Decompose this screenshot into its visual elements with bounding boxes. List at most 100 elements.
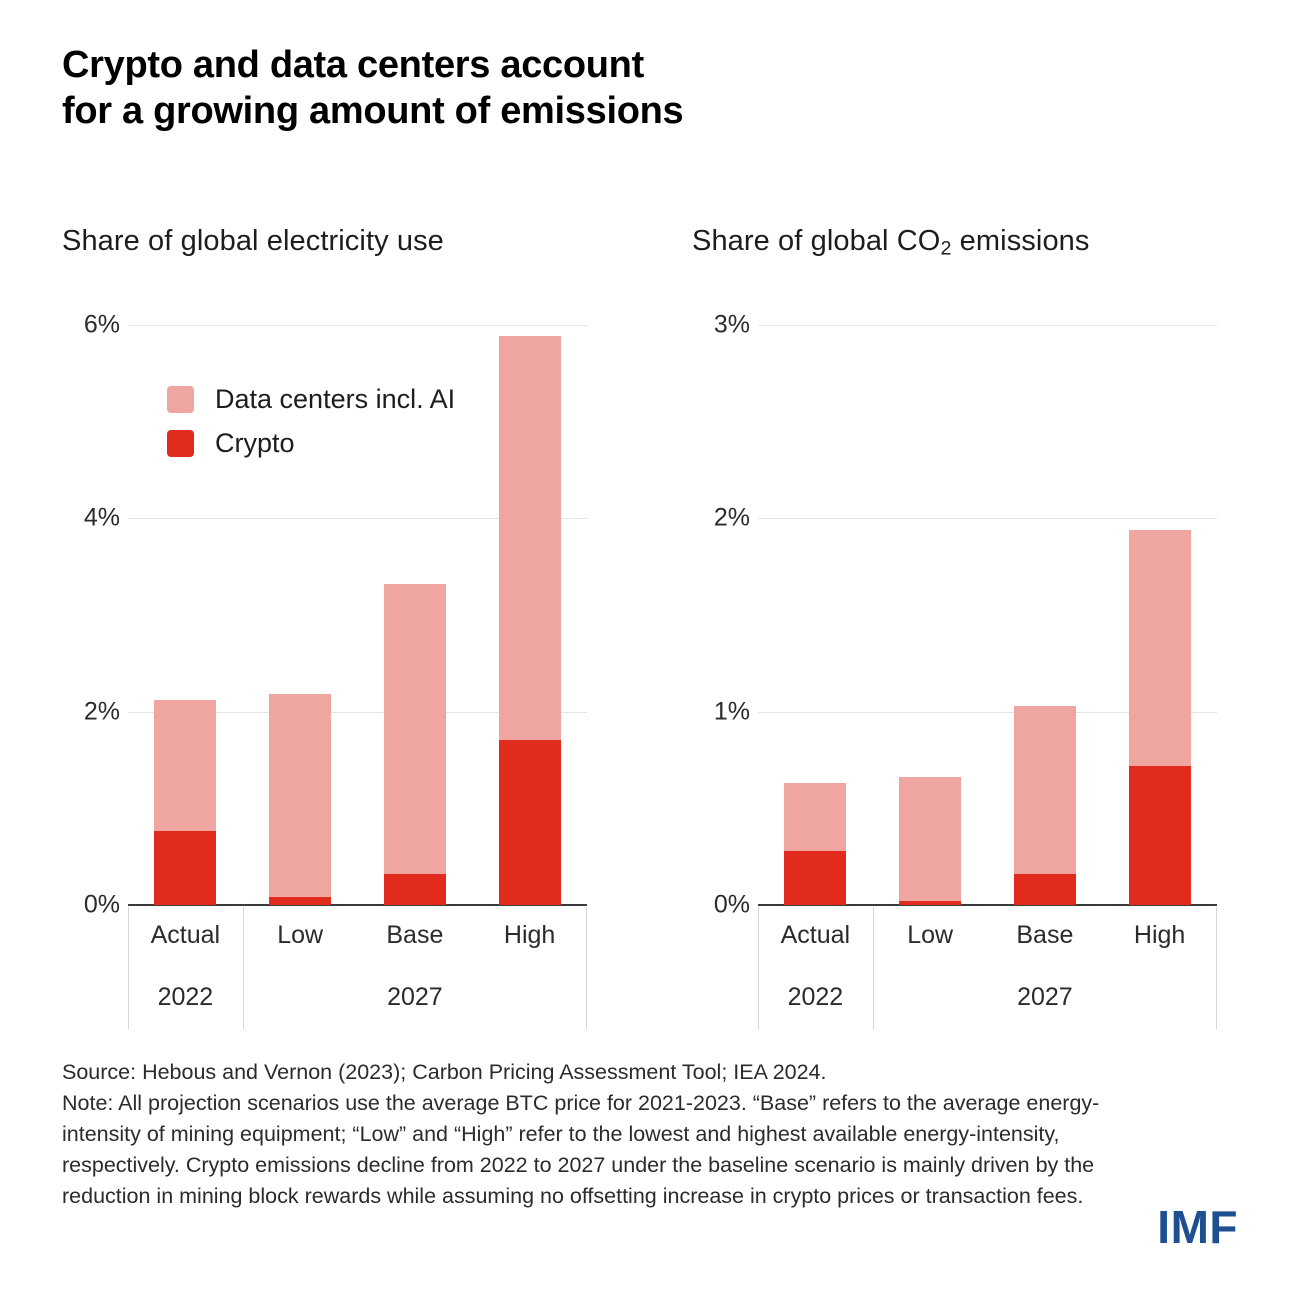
bar-segment-crypto[interactable]: [498, 739, 561, 905]
stacked-bar[interactable]: [269, 694, 332, 905]
note-text: Note: All projection scenarios use the a…: [62, 1090, 1101, 1208]
x-axis-label-low: Low: [277, 921, 324, 949]
x-axis-label-high: High: [1133, 921, 1186, 949]
stacked-bar[interactable]: [383, 584, 446, 905]
stacked-bar[interactable]: [1013, 705, 1076, 905]
bar-segment-crypto[interactable]: [154, 830, 217, 905]
y-tick-label: 4%: [83, 503, 120, 532]
x-axis-separator: [242, 907, 244, 1029]
x-axis-separator: [758, 907, 759, 1029]
bar-segment-data[interactable]: [498, 335, 561, 740]
x-axis-emissions: Actual Low Base High 2022 2027: [758, 907, 1217, 1037]
legend-label-data-centers: Data centers incl. AI: [215, 383, 456, 414]
bars-electricity: [128, 325, 587, 905]
y-tick-label: 3%: [713, 310, 750, 339]
chart-legend: Data centers incl. AI Crypto: [167, 377, 455, 465]
bar-segment-crypto[interactable]: [383, 874, 446, 905]
y-tick-label: 6%: [83, 310, 120, 339]
y-tick-label: 0%: [83, 890, 120, 919]
gridline: [758, 711, 1217, 713]
x-axis-group-label: 2022: [157, 983, 214, 1011]
stacked-bar[interactable]: [784, 783, 847, 905]
x-axis-categories-emissions: Actual Low Base High: [758, 907, 1217, 967]
stacked-bar[interactable]: [1128, 529, 1191, 905]
bar-segment-crypto[interactable]: [784, 850, 847, 905]
footer-notes: Source: Hebous and Vernon (2023); Carbon…: [62, 1057, 1122, 1212]
x-axis-label-actual: Actual: [780, 921, 851, 949]
chart-panels: Share of global electricity use 0% 2% 4% 6%…: [0, 225, 1300, 1029]
y-axis-labels-electricity: 0% 2% 4% 6%: [62, 311, 128, 919]
stacked-bar[interactable]: [154, 700, 217, 905]
y-tick-label: 0%: [713, 890, 750, 919]
bar-group-low: [873, 325, 988, 905]
page-title: Crypto and data centers account for a gr…: [62, 44, 684, 133]
legend-swatch-crypto: [167, 429, 194, 457]
imf-logo: IMF: [1157, 1201, 1238, 1253]
panel-subtitle-text-prefix: Share of global CO: [692, 225, 941, 257]
gridline: [128, 325, 587, 326]
x-axis-electricity: Actual Low Base High 2022 2027: [128, 907, 587, 1037]
x-axis-label-low: Low: [907, 921, 954, 949]
x-axis-separator: [586, 907, 587, 1029]
bar-group-high: [472, 325, 587, 905]
bar-segment-data[interactable]: [154, 700, 217, 831]
gridline: [128, 711, 587, 713]
x-axis-group-label: 2022: [787, 983, 844, 1011]
x-axis-separator: [1216, 907, 1217, 1029]
x-axis-categories-electricity: Actual Low Base High: [128, 907, 587, 967]
panel-subtitle-emissions: Share of global CO2 emissions: [692, 225, 1090, 260]
bar-segment-data[interactable]: [899, 777, 962, 902]
y-tick-label: 2%: [713, 503, 750, 532]
bar-group-base: [988, 325, 1103, 905]
panel-subtitle-text: Share of global electricity use: [62, 225, 444, 257]
bar-segment-crypto[interactable]: [1128, 765, 1191, 905]
x-axis-label-high: High: [503, 921, 556, 949]
bar-segment-crypto[interactable]: [899, 901, 962, 905]
legend-label-crypto: Crypto: [215, 427, 295, 458]
panel-subtitle-subscript: 2: [940, 237, 952, 260]
y-tick-label: 1%: [713, 697, 750, 726]
bar-segment-data[interactable]: [1013, 705, 1076, 875]
gridline: [128, 518, 587, 520]
bar-segment-data[interactable]: [1128, 529, 1191, 766]
panel-subtitle-electricity: Share of global electricity use: [62, 225, 444, 258]
bar-group-actual: [128, 325, 243, 905]
x-axis-line: [758, 904, 1217, 906]
panel-subtitle-text-suffix: emissions: [951, 225, 1090, 257]
x-axis-label-base: Base: [1016, 921, 1074, 949]
x-axis-groups-electricity: 2022 2027: [128, 967, 587, 1029]
x-axis-label-actual: Actual: [150, 921, 221, 949]
legend-item-crypto: Crypto: [167, 421, 455, 465]
bar-segment-crypto[interactable]: [1013, 874, 1076, 905]
x-axis-groups-emissions: 2022 2027: [758, 967, 1217, 1029]
plot-area-electricity: 0% 2% 4% 6%: [62, 311, 587, 919]
gridline: [758, 325, 1217, 326]
chart-panel-emissions: Share of global CO2 emissions 0% 1% 2% 3% A…: [692, 225, 1217, 1029]
x-axis-separator: [128, 907, 129, 1029]
y-tick-label: 2%: [83, 697, 120, 726]
x-axis-group-label: 2027: [387, 983, 443, 1011]
legend-item-data-centers: Data centers incl. AI: [167, 377, 455, 421]
legend-swatch-data-centers: [167, 385, 194, 413]
bar-segment-data[interactable]: [383, 584, 446, 875]
x-axis-group-label: 2027: [1017, 983, 1073, 1011]
gridline: [758, 518, 1217, 520]
x-axis-line: [128, 904, 587, 906]
bar-segment-data[interactable]: [784, 783, 847, 851]
bar-group-low: [243, 325, 358, 905]
x-axis-separator: [872, 907, 874, 1029]
stacked-bar[interactable]: [498, 335, 561, 905]
plot-area-emissions: 0% 1% 2% 3%: [692, 311, 1217, 919]
source-text: Source: Hebous and Vernon (2023); Carbon…: [62, 1060, 827, 1084]
bar-segment-data[interactable]: [269, 694, 332, 898]
gridlines-electricity: [128, 325, 587, 906]
gridlines-emissions: [758, 325, 1217, 906]
bars-emissions: [758, 325, 1217, 905]
y-axis-labels-emissions: 0% 1% 2% 3%: [692, 311, 758, 919]
bar-group-base: [358, 325, 473, 905]
bar-group-high: [1102, 325, 1217, 905]
stacked-bar[interactable]: [899, 777, 962, 905]
bar-segment-crypto[interactable]: [269, 897, 332, 905]
bar-group-actual: [758, 325, 873, 905]
